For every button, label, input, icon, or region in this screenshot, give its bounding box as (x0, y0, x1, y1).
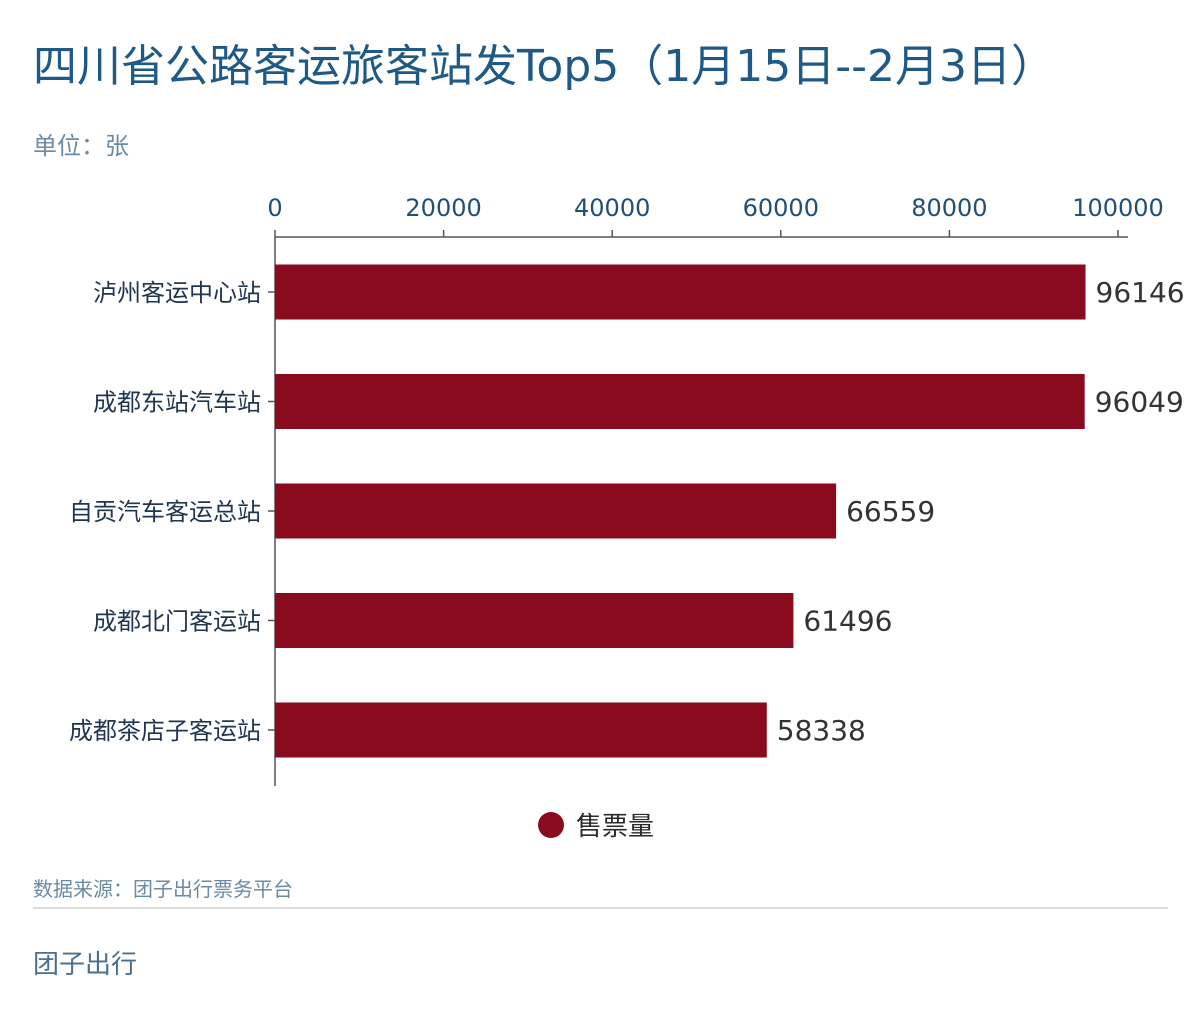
legend: 售票量 (538, 806, 654, 843)
data-label: 96146 (1096, 276, 1185, 309)
x-tick-label: 80000 (911, 194, 987, 222)
bar (275, 702, 767, 758)
x-tick-label: 100000 (1072, 194, 1164, 222)
category-label: 成都东站汽车站 (93, 389, 261, 417)
bar-chart: 0 20000 40000 60000 80000 100000 泸州客运中心站 96146 成… (69, 194, 1185, 786)
data-label: 96049 (1095, 386, 1184, 419)
bar (275, 483, 837, 539)
legend-marker-icon (538, 811, 564, 838)
bar (275, 264, 1086, 320)
brand-name: 团子出行 (33, 950, 138, 980)
data-label: 61496 (803, 605, 892, 638)
data-label: 58338 (777, 714, 866, 747)
data-label: 66559 (846, 495, 935, 528)
category-label: 泸州客运中心站 (93, 279, 261, 307)
data-source: 数据来源：团子出行票务平台 (33, 877, 293, 901)
x-tick-label: 40000 (574, 194, 650, 222)
x-tick-label: 60000 (743, 194, 819, 222)
x-tick-label: 20000 (405, 194, 481, 222)
divider (33, 907, 1168, 909)
bar (275, 593, 794, 648)
category-label: 成都茶店子客运站 (69, 717, 261, 745)
x-tick-label: 0 (267, 194, 282, 222)
bar (275, 374, 1085, 429)
legend-label: 售票量 (576, 812, 655, 842)
category-label: 成都北门客运站 (93, 608, 261, 636)
category-label: 自贡汽车客运总站 (69, 498, 261, 526)
chart-subtitle: 单位：张 (33, 132, 129, 160)
chart-title: 四川省公路客运旅客站发Top5（1月15日--2月3日） (33, 41, 1055, 92)
